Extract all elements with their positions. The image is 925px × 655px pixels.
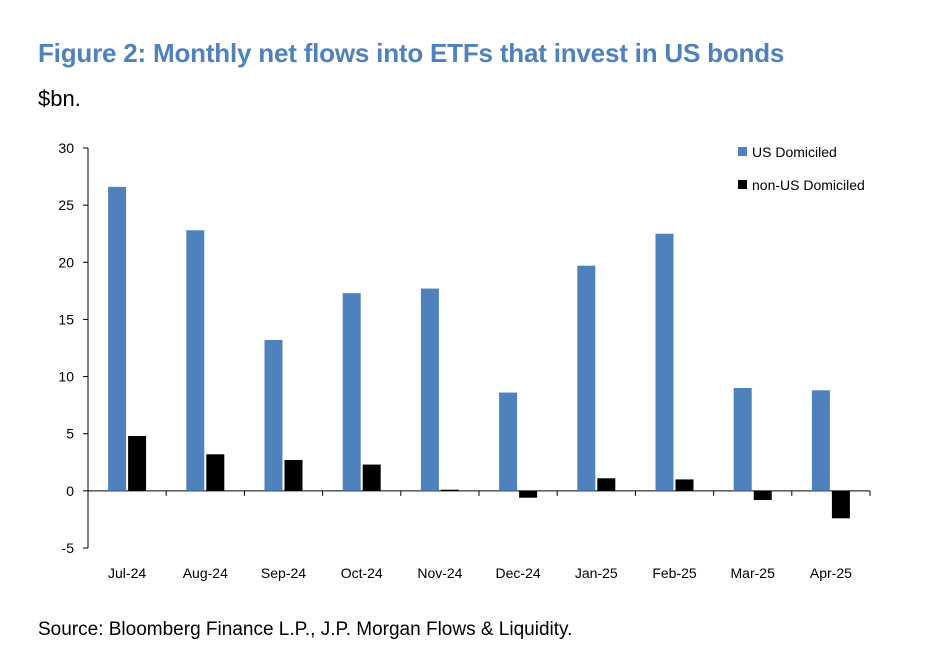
- chart-bars: [108, 186, 850, 519]
- us-domiciled-bar: [811, 390, 830, 491]
- us-domiciled-bar: [733, 388, 752, 491]
- x-category-label: Apr-25: [810, 565, 852, 581]
- x-category-label: Nov-24: [417, 565, 462, 581]
- non-us-domiciled-bar: [831, 490, 850, 519]
- us-domiciled-bar: [499, 392, 518, 491]
- legend-swatch-us: [738, 147, 747, 156]
- x-category-label: Jul-24: [108, 565, 146, 581]
- us-domiciled-bar: [342, 293, 361, 491]
- chart-subtitle: $bn.: [38, 86, 81, 111]
- x-category-label: Sep-24: [261, 565, 306, 581]
- y-tick-label: 10: [58, 369, 74, 385]
- non-us-domiciled-bar: [519, 490, 538, 498]
- us-domiciled-bar: [420, 288, 439, 491]
- non-us-domiciled-bar: [128, 436, 147, 491]
- chart-labels: 30 25 20 15 10 5 0 -5 Jul-24 Aug-24 Sep-24 Oct-24 No…: [58, 140, 852, 581]
- non-us-domiciled-bar: [675, 479, 694, 491]
- bar-chart: 30 25 20 15 10 5 0 -5 Jul-24 Aug-24 Sep-24 Oct-24 No…: [58, 140, 871, 581]
- source-note: Source: Bloomberg Finance L.P., J.P. Mor…: [38, 619, 573, 640]
- legend-label-non-us: non-US Domiciled: [752, 177, 865, 193]
- y-tick-label: 5: [66, 426, 74, 442]
- x-category-label: Oct-24: [341, 565, 383, 581]
- legend-label-us: US Domiciled: [752, 144, 837, 160]
- y-tick-label: 0: [66, 483, 74, 499]
- x-category-label: Feb-25: [652, 565, 697, 581]
- non-us-domiciled-bar: [440, 489, 459, 491]
- legend-swatch-non-us: [738, 180, 747, 189]
- us-domiciled-bar: [108, 186, 127, 491]
- non-us-domiciled-bar: [362, 464, 381, 491]
- non-us-domiciled-bar: [206, 454, 225, 491]
- x-category-label: Jan-25: [575, 565, 618, 581]
- chart-title: Figure 2: Monthly net flows into ETFs th…: [38, 38, 785, 68]
- x-category-label: Dec-24: [496, 565, 541, 581]
- us-domiciled-bar: [264, 340, 283, 491]
- y-tick-label: 30: [58, 140, 74, 156]
- y-tick-label: 20: [58, 254, 74, 270]
- chart-legend: US Domiciled non-US Domiciled: [738, 144, 865, 193]
- non-us-domiciled-bar: [597, 478, 616, 491]
- non-us-domiciled-bar: [284, 460, 303, 491]
- us-domiciled-bar: [577, 265, 596, 491]
- y-tick-label: 15: [58, 311, 74, 327]
- us-domiciled-bar: [186, 230, 205, 491]
- y-tick-label: -5: [62, 540, 75, 556]
- x-category-label: Mar-25: [731, 565, 776, 581]
- non-us-domiciled-bar: [753, 490, 772, 500]
- us-domiciled-bar: [655, 233, 674, 491]
- x-category-label: Aug-24: [183, 565, 228, 581]
- y-tick-label: 25: [58, 197, 74, 213]
